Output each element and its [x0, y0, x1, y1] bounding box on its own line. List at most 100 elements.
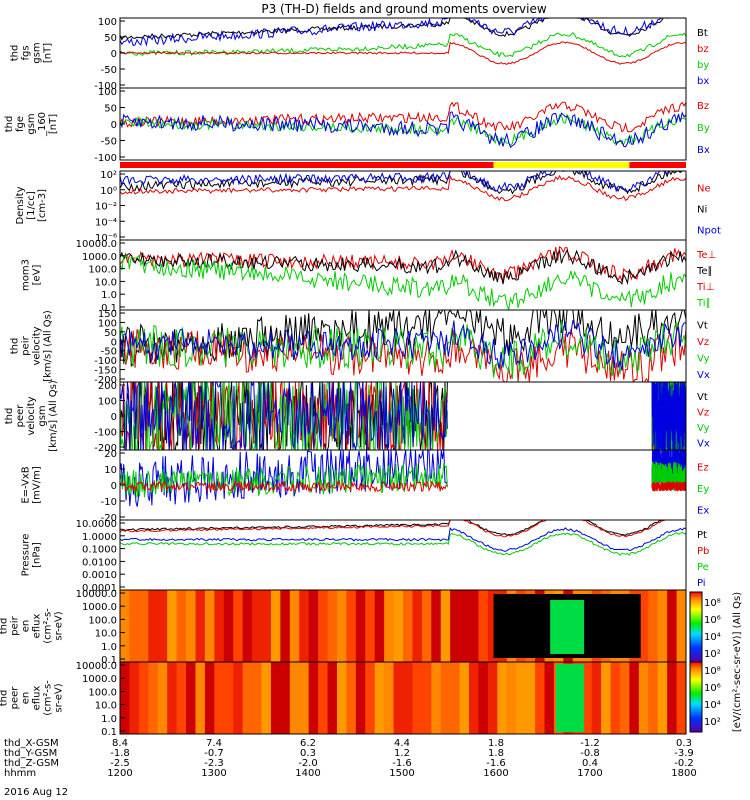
x-tick-value: 1800 — [671, 768, 696, 779]
y-axis-label-line: (cm²-s- — [43, 680, 54, 716]
legend-Ey: Ey — [697, 484, 709, 495]
series-Pi — [120, 527, 686, 552]
spectrogram-column — [506, 662, 518, 734]
colorbar-tick: 10⁸ — [704, 666, 721, 677]
spectrogram-column — [355, 662, 367, 734]
legend-Pi: Pi — [697, 578, 706, 589]
spectrogram-column — [204, 662, 216, 734]
y-axis-label: mom3 [eV] — [21, 259, 43, 291]
spectrogram-column — [525, 662, 537, 734]
colorbar-upper — [689, 591, 703, 663]
spectrogram-column — [336, 590, 348, 662]
spectrogram-column — [638, 662, 650, 734]
y-tick-label: -50 — [101, 137, 117, 148]
panel-plot-area — [120, 520, 686, 556]
y-axis-label-line: [nT] — [48, 114, 59, 134]
legend-Vy: Vy — [697, 353, 710, 364]
legend-Vx: Vx — [697, 438, 710, 449]
x-tick-value: 1400 — [295, 768, 320, 779]
spectrogram-column — [176, 662, 188, 734]
series-Ez — [120, 479, 448, 493]
spectrogram-column — [186, 662, 197, 734]
y-axis-label-line: Density — [15, 186, 26, 224]
spectrogram-column — [280, 590, 291, 662]
panel-3: 10² 10⁰ 10⁻² 10⁻⁴ 10⁻⁶ Density [1/cc] [cm-3] Ne N… — [15, 170, 721, 244]
y-tick-label: 100.0 — [88, 265, 117, 276]
spectrogram-green-band — [550, 600, 585, 654]
spectrogram-column — [157, 662, 169, 734]
spectrogram-column — [487, 662, 499, 734]
colorbar-tick: 10² — [704, 717, 721, 728]
y-axis-label-line: Pressure — [21, 534, 32, 577]
x-row-label: thd_Y-GSM — [4, 748, 57, 759]
y-tick-label: 100 — [98, 318, 117, 329]
y-tick-label: 100.0 — [88, 687, 117, 698]
spectrogram-column — [374, 590, 386, 662]
y-axis-label-line: en — [21, 620, 32, 633]
y-axis-label-line: velocity — [26, 396, 37, 435]
spectrogram-column — [148, 590, 159, 662]
legend-by: by — [697, 60, 709, 71]
spectrogram-column — [355, 590, 367, 662]
spectrogram-column — [214, 662, 225, 734]
spectrogram-column — [186, 590, 197, 662]
colorbar-lower — [689, 661, 703, 733]
x-tick-value: 0.3 — [300, 748, 316, 759]
legend-Ni: Ni — [697, 205, 707, 216]
y-tick-label: 10000.0 — [76, 589, 117, 600]
spectrogram-column — [676, 590, 686, 662]
x-tick-value: -1.2 — [580, 738, 600, 749]
legend-Ex: Ex — [697, 505, 709, 516]
spectrogram-column — [129, 662, 140, 734]
legend-Vt: Vt — [697, 392, 708, 403]
series-by — [120, 31, 686, 58]
y-tick-label: 0.1 — [101, 303, 117, 314]
y-axis-label: thd peir velocity [km/s] (All Qs) — [10, 310, 54, 382]
y-axis-label-line: [nPa] — [32, 542, 43, 568]
x-tick-value: -1.6 — [392, 758, 412, 769]
panel-plot-area — [120, 590, 686, 662]
y-tick-label: -50 — [101, 65, 117, 76]
series-Ez-late — [651, 481, 686, 492]
legend-Ti∥: Ti∥ — [696, 298, 711, 309]
y-tick-label: 0 — [111, 337, 117, 348]
x-tick-value: 1500 — [389, 768, 414, 779]
y-tick-label: 1.0000 — [82, 532, 117, 543]
spectrogram-column — [129, 590, 140, 662]
series-Pb — [120, 520, 686, 538]
spectrogram-column — [138, 590, 150, 662]
y-tick-label: 10⁻⁴ — [95, 217, 117, 228]
y-axis-label: thd peer en eflux (cm²-s-sr-eV) — [0, 680, 65, 716]
y-tick-label: -150 — [94, 366, 117, 377]
y-axis-label-line: [nT] — [43, 43, 54, 63]
spectrogram-column — [223, 590, 235, 662]
legend-Ez: Ez — [697, 463, 709, 474]
figure-title: P3 (TH-D) fields and ground moments over… — [261, 2, 546, 16]
y-tick-label: 10000.0 — [76, 239, 117, 250]
legend-Te⊥: Te⊥ — [696, 250, 716, 261]
y-axis-label-line: peer — [10, 686, 21, 710]
y-tick-label: -100 — [94, 428, 117, 439]
series-Bt — [120, 18, 686, 41]
y-tick-label: 0 — [111, 481, 117, 492]
y-axis-label-line: peer — [15, 404, 26, 428]
y-tick-label: 10² — [100, 170, 117, 181]
y-axis-label-line: fgs — [21, 45, 32, 60]
spectrogram-column — [516, 662, 527, 734]
panel-frame — [119, 661, 687, 735]
y-tick-label: 0 — [111, 49, 117, 60]
legend-Vt: Vt — [697, 320, 708, 331]
spectrogram-column — [270, 662, 282, 734]
spectrogram-column — [421, 590, 433, 662]
spectrogram-column — [148, 662, 159, 734]
spectrogram-column — [374, 662, 386, 734]
spectrogram-column — [582, 662, 593, 734]
spectrogram-column — [242, 590, 254, 662]
spectrogram-column — [233, 662, 244, 734]
spectrogram-column — [308, 662, 320, 734]
series-Pt — [120, 520, 686, 536]
y-tick-label: -50 — [101, 347, 117, 358]
x-tick-value: 6.2 — [300, 738, 316, 749]
y-axis-label-line: [cm-3] — [37, 189, 48, 222]
